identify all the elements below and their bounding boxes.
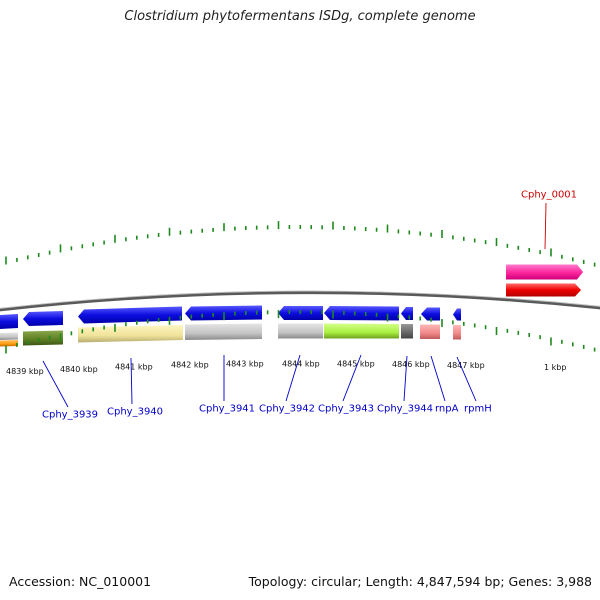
gene-cphy-3939-arrow[interactable] (23, 311, 63, 326)
genome-summary-text: Topology: circular; Length: 4,847,594 bp… (248, 574, 592, 589)
gene-cphy-3943-arrow[interactable] (324, 306, 399, 321)
gene-label-cphy-3942[interactable]: Cphy_3942 (259, 404, 315, 415)
gene-label-rnpa[interactable]: rnpA (435, 404, 459, 415)
scale-label: 4841 kbp (115, 363, 153, 372)
scale-label: 4846 kbp (392, 360, 430, 369)
category-bar-cphy-3943[interactable] (324, 323, 399, 339)
leader-line-cphy-3943 (342, 354, 362, 402)
category-bar-grey-partial[interactable] (0, 332, 18, 341)
gene-label-cphy-3944[interactable]: Cphy_3944 (377, 404, 433, 415)
scale-ticks-outer (5, 221, 596, 267)
leader-line-rnpa (430, 355, 446, 402)
leader-line-cphy-3944 (403, 355, 408, 402)
scale-ticks-inner (5, 310, 596, 354)
gene-label-cphy-0001[interactable]: Cphy_0001 (521, 190, 577, 201)
genome-backbone (0, 290, 600, 312)
gene-labels: Cphy_0001 Cphy_3939 Cphy_3940 Cphy_3941 … (42, 190, 577, 421)
gene-label-cphy-3940[interactable]: Cphy_3940 (107, 407, 163, 418)
gene-cphy-3940-arrow[interactable] (78, 306, 182, 324)
category-bar-cphy-3939[interactable] (23, 330, 63, 346)
leader-line-cphy-3939 (42, 360, 69, 408)
gene-label-cphy-3941[interactable]: Cphy_3941 (199, 404, 255, 415)
gene-cphy-0001-feature[interactable] (506, 264, 583, 280)
cog-category-bars (0, 323, 461, 347)
gene-arrow-partial[interactable] (0, 314, 18, 329)
category-bar-rpmh[interactable] (453, 325, 461, 340)
scale-label: 4840 kbp (60, 365, 98, 374)
gene-cphy-3944-arrow[interactable] (401, 307, 413, 320)
category-bar-rnpa[interactable] (420, 324, 440, 340)
scale-label: 4847 kbp (447, 361, 485, 370)
category-bar-cphy-3941[interactable] (185, 323, 262, 341)
scale-label: 4844 kbp (282, 360, 320, 369)
scale-label: 1 kbp (544, 363, 566, 372)
gene-label-leaders (42, 202, 547, 408)
gene-rnpa-arrow[interactable] (421, 307, 440, 321)
map-title: Clostridium phytofermentans ISDg, comple… (124, 9, 476, 24)
leader-line-cphy-0001 (544, 202, 547, 250)
scale-label: 4842 kbp (171, 361, 209, 370)
scale-label: 4845 kbp (337, 360, 375, 369)
category-bar-orange-partial[interactable] (0, 340, 18, 347)
leader-line-cphy-3940 (130, 357, 133, 405)
category-bar-cphy-3942[interactable] (278, 323, 323, 339)
category-bar-cphy-3944[interactable] (401, 324, 413, 339)
leader-line-cphy-3942 (285, 354, 301, 402)
cds-cphy-0001-feature[interactable] (506, 283, 581, 297)
leader-line-rpmh (456, 356, 477, 402)
scale-label: 4843 kbp (226, 360, 264, 369)
gene-rpmh-arrow[interactable] (453, 308, 461, 321)
gene-label-cphy-3939[interactable]: Cphy_3939 (42, 410, 98, 421)
plus-strand-features (506, 264, 583, 297)
gene-label-cphy-3943[interactable]: Cphy_3943 (318, 404, 374, 415)
scale-labels: 4839 kbp 4840 kbp 4841 kbp 4842 kbp 4843… (6, 360, 566, 377)
genome-backbone-highlight (0, 290, 600, 309)
accession-text: Accession: NC_010001 (9, 574, 152, 589)
scale-label: 4839 kbp (6, 367, 44, 376)
gene-label-rpmh[interactable]: rpmH (464, 404, 492, 415)
